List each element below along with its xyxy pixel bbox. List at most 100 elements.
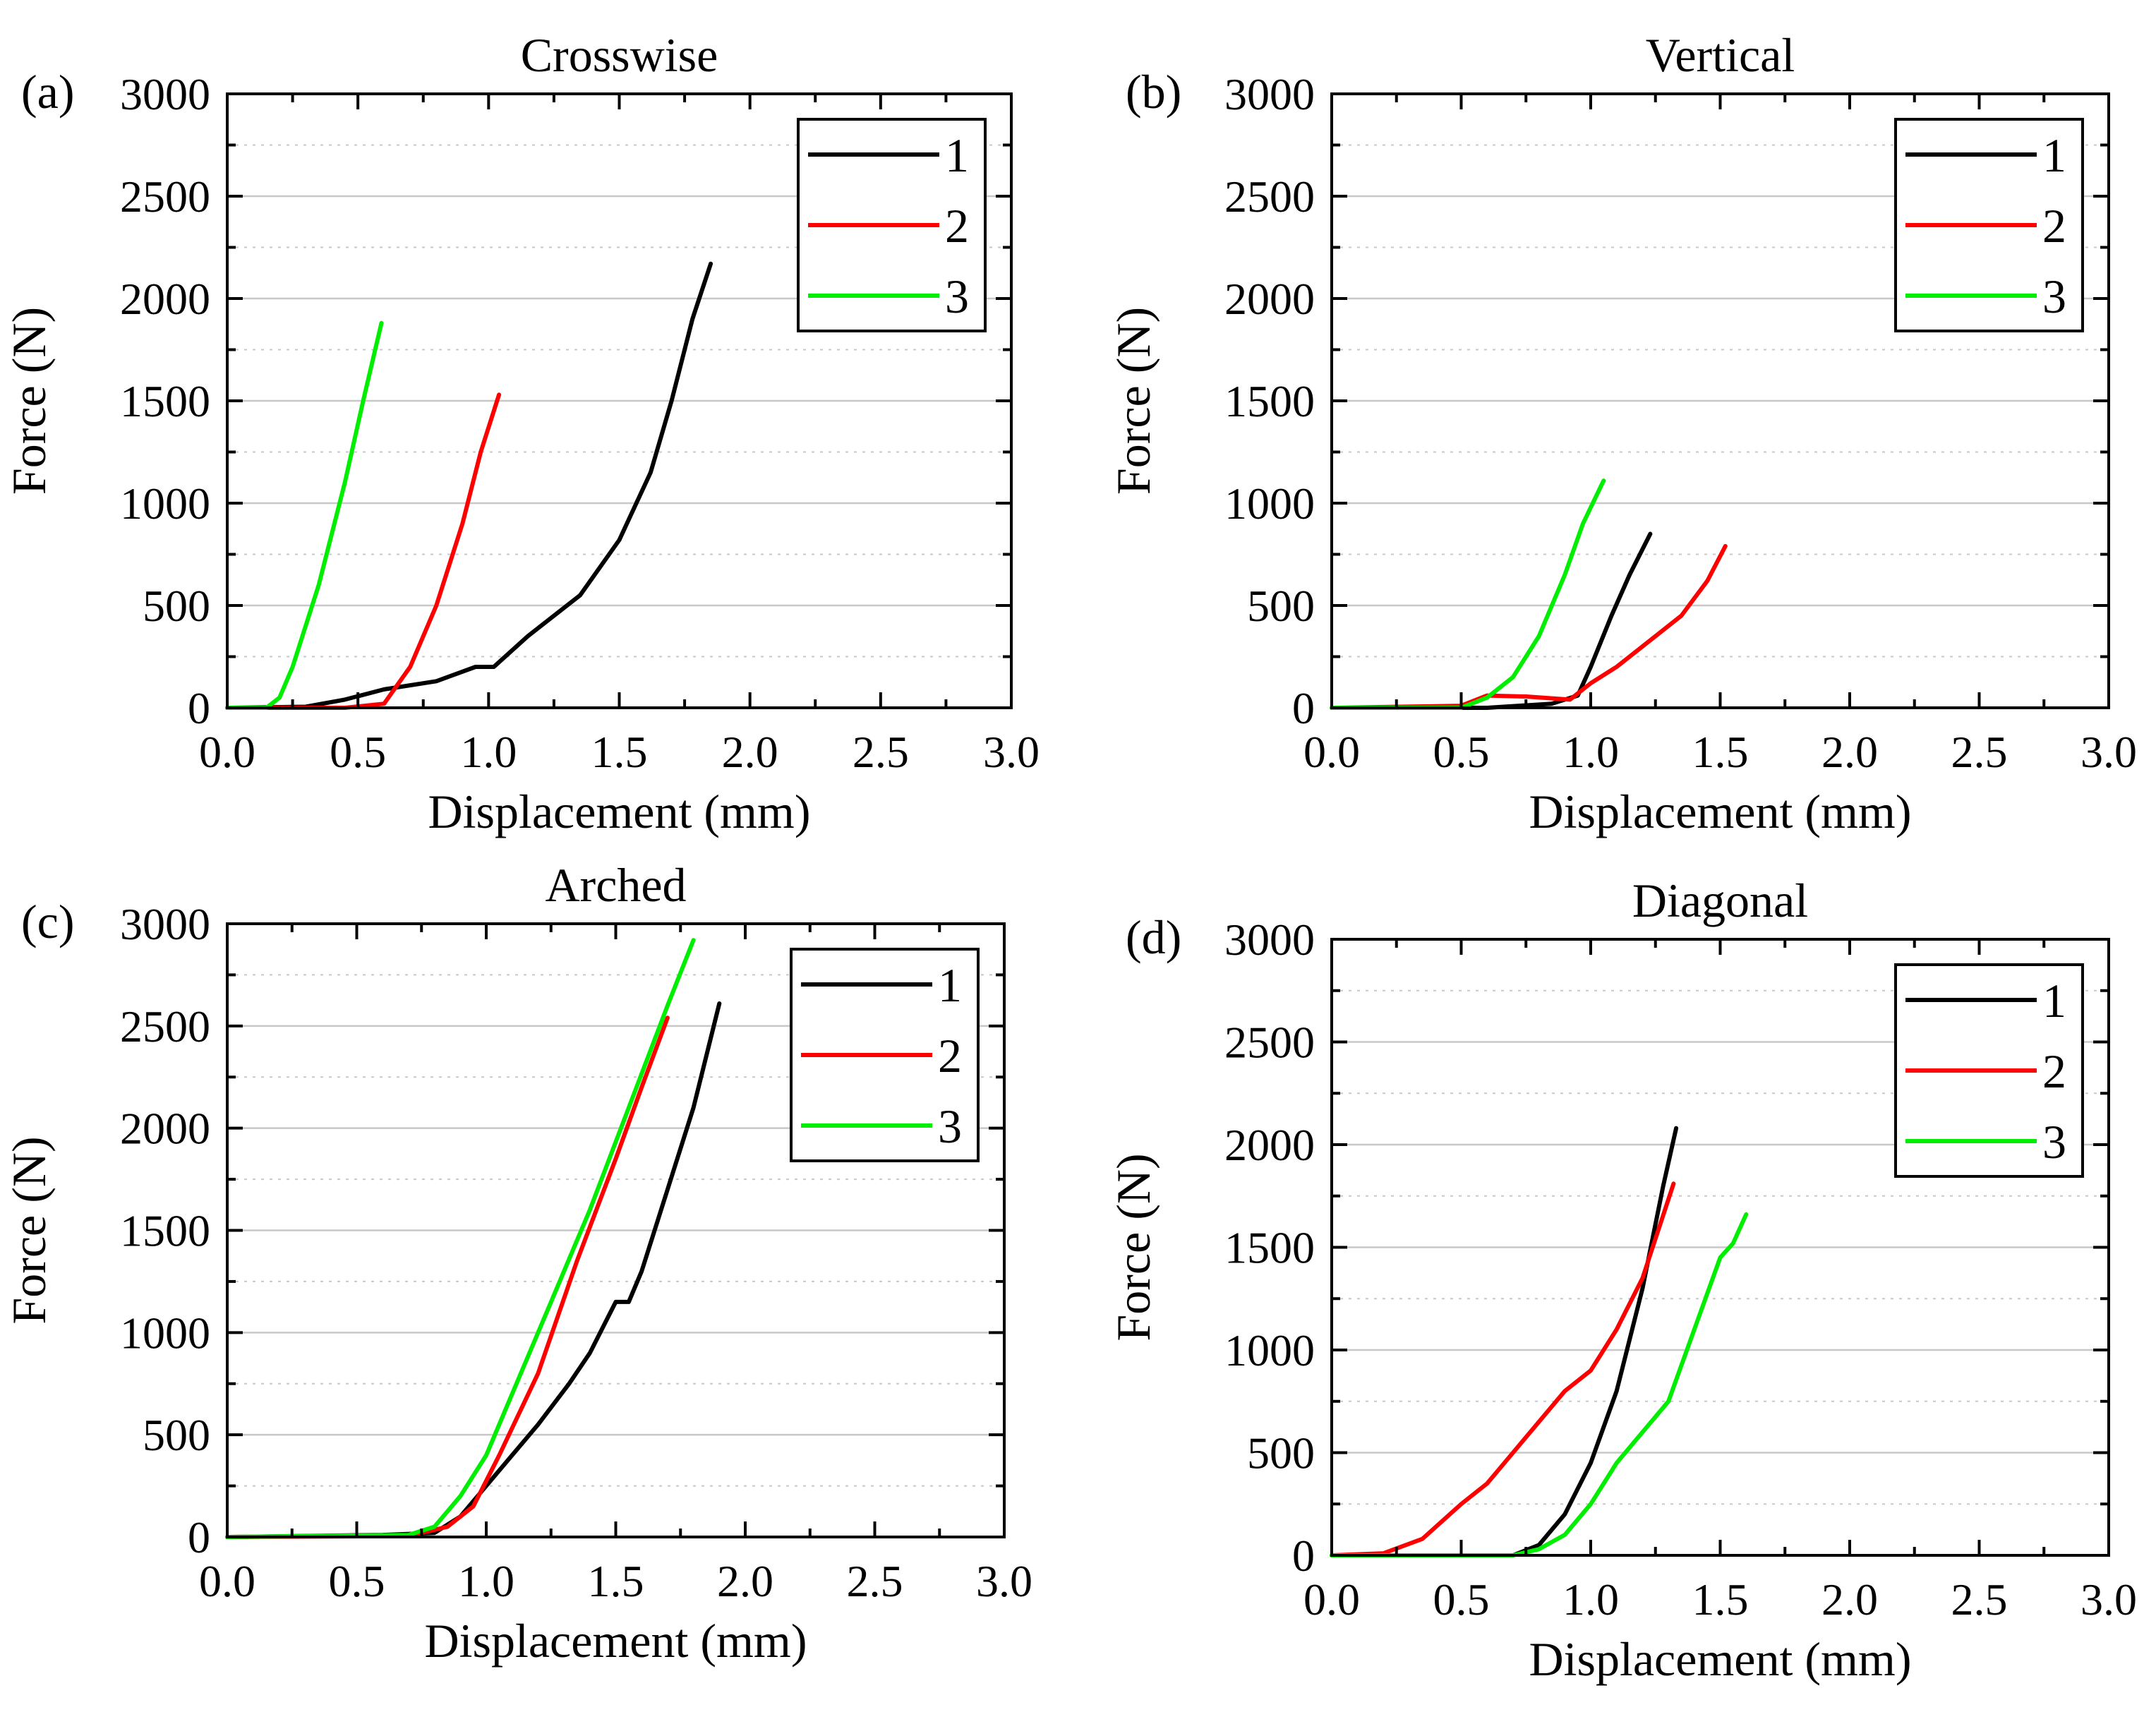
series-line-3 bbox=[225, 938, 696, 1539]
x-tick-label: 1.0 bbox=[460, 727, 517, 777]
legend: 1 2 3 bbox=[1894, 118, 2084, 332]
x-tick-label: 1.5 bbox=[1692, 727, 1749, 777]
y-tick-label: 1000 bbox=[1224, 478, 1315, 529]
y-tick-label: 500 bbox=[1247, 1428, 1315, 1478]
x-tick-label: 1.5 bbox=[588, 1556, 644, 1606]
y-tick-label: 0 bbox=[1292, 683, 1315, 733]
panel-label: (a) bbox=[21, 65, 74, 119]
series-line-1 bbox=[225, 261, 713, 710]
panel-label: (c) bbox=[21, 895, 74, 948]
panel-title: Vertical bbox=[1646, 28, 1795, 82]
legend-label-1: 1 bbox=[2042, 974, 2066, 1027]
legend-label-3: 3 bbox=[938, 1099, 962, 1153]
panel-title: Arched bbox=[545, 858, 686, 912]
x-tick-label: 3.0 bbox=[2080, 1574, 2137, 1624]
x-tick-label: 0.5 bbox=[329, 1556, 385, 1606]
y-tick-label: 2000 bbox=[1224, 274, 1315, 324]
y-tick-label: 3000 bbox=[120, 69, 210, 119]
x-tick-label: 3.0 bbox=[976, 1556, 1032, 1606]
legend: 1 2 3 bbox=[797, 118, 987, 332]
x-tick-label: 0.0 bbox=[199, 1556, 255, 1606]
y-tick-label: 500 bbox=[143, 581, 210, 631]
x-axis-title: Displacement (mm) bbox=[425, 1614, 807, 1668]
legend-label-3: 3 bbox=[2042, 1115, 2066, 1169]
x-tick-label: 1.0 bbox=[458, 1556, 514, 1606]
panel-title: Crosswise bbox=[521, 28, 718, 82]
x-axis-title: Displacement (mm) bbox=[428, 785, 811, 838]
legend-label-2: 2 bbox=[2042, 199, 2066, 253]
panel-title: Diagonal bbox=[1632, 874, 1808, 927]
y-tick-label: 2000 bbox=[120, 1104, 210, 1154]
chart-panel-3: 0.0 0.5 1.0 1.5 2.0 2.5 3.0 0 500 1000 1500 2000 250… bbox=[2, 858, 1032, 1668]
y-tick-label: 1000 bbox=[120, 478, 210, 529]
x-tick-label: 0.5 bbox=[1433, 727, 1490, 777]
y-axis-title: Force (N) bbox=[2, 307, 56, 495]
x-tick-label: 0.0 bbox=[1303, 1574, 1360, 1624]
x-tick-label: 1.0 bbox=[1562, 727, 1619, 777]
x-tick-label: 0.0 bbox=[199, 727, 255, 777]
series-line-1 bbox=[1330, 531, 1653, 710]
y-tick-label: 2000 bbox=[1224, 1120, 1315, 1170]
x-tick-label: 2.0 bbox=[722, 727, 778, 777]
y-axis-title: Force (N) bbox=[1107, 307, 1160, 495]
chart-panel-1: 0.0 0.5 1.0 1.5 2.0 2.5 3.0 0 500 1000 1500 2000 250… bbox=[2, 28, 1040, 838]
x-tick-label: 2.5 bbox=[853, 727, 909, 777]
legend-label-3: 3 bbox=[945, 270, 969, 323]
y-tick-label: 2500 bbox=[120, 1001, 210, 1051]
x-tick-label: 2.0 bbox=[717, 1556, 773, 1606]
y-tick-label: 2500 bbox=[1224, 171, 1315, 222]
series-line-2 bbox=[225, 1015, 670, 1539]
x-tick-label: 2.5 bbox=[1951, 727, 2008, 777]
x-tick-label: 3.0 bbox=[2080, 727, 2137, 777]
y-tick-label: 500 bbox=[143, 1410, 210, 1460]
y-tick-label: 2500 bbox=[120, 171, 210, 222]
y-tick-label: 0 bbox=[1292, 1531, 1315, 1581]
y-tick-label: 1500 bbox=[1224, 1223, 1315, 1273]
y-axis-title: Force (N) bbox=[2, 1136, 56, 1324]
x-axis-title: Displacement (mm) bbox=[1529, 785, 1912, 838]
y-tick-label: 1000 bbox=[1224, 1325, 1315, 1375]
legend-label-3: 3 bbox=[2042, 270, 2066, 323]
x-tick-label: 2.0 bbox=[1821, 1574, 1878, 1624]
x-tick-label: 0.0 bbox=[1303, 727, 1360, 777]
series-line-3 bbox=[225, 320, 384, 710]
panel-label: (b) bbox=[1126, 65, 1181, 119]
y-tick-label: 3000 bbox=[120, 899, 210, 949]
x-tick-label: 1.0 bbox=[1562, 1574, 1619, 1624]
x-tick-label: 3.0 bbox=[983, 727, 1040, 777]
x-axis-title: Displacement (mm) bbox=[1529, 1632, 1912, 1686]
y-tick-label: 0 bbox=[188, 683, 210, 733]
series-line-2 bbox=[1330, 543, 1728, 710]
y-tick-label: 1500 bbox=[1224, 376, 1315, 426]
y-tick-label: 1000 bbox=[120, 1308, 210, 1358]
chart-panel-2: 0.0 0.5 1.0 1.5 2.0 2.5 3.0 0 500 1000 1500 2000 250… bbox=[1107, 28, 2137, 838]
y-tick-label: 3000 bbox=[1224, 915, 1315, 965]
x-tick-label: 2.5 bbox=[847, 1556, 903, 1606]
x-tick-label: 1.5 bbox=[591, 727, 648, 777]
series-line-1 bbox=[1330, 1126, 1679, 1557]
legend-label-1: 1 bbox=[945, 128, 969, 182]
chart-panel-4: 0.0 0.5 1.0 1.5 2.0 2.5 3.0 0 500 1000 1500 2000 250… bbox=[1107, 874, 2137, 1686]
x-tick-label: 2.0 bbox=[1821, 727, 1878, 777]
series-line-2 bbox=[1330, 1181, 1676, 1557]
y-tick-label: 1500 bbox=[120, 376, 210, 426]
legend: 1 2 3 bbox=[1894, 963, 2084, 1178]
legend-label-2: 2 bbox=[945, 199, 969, 253]
y-tick-label: 0 bbox=[188, 1512, 210, 1562]
x-tick-label: 0.5 bbox=[330, 727, 386, 777]
series-line-3 bbox=[1330, 478, 1606, 710]
legend-label-1: 1 bbox=[2042, 128, 2066, 182]
legend: 1 2 3 bbox=[790, 948, 980, 1162]
y-tick-label: 500 bbox=[1247, 581, 1315, 631]
legend-label-2: 2 bbox=[2042, 1044, 2066, 1098]
y-tick-label: 2000 bbox=[120, 274, 210, 324]
series-line-3 bbox=[1330, 1212, 1749, 1557]
y-tick-label: 3000 bbox=[1224, 69, 1315, 119]
y-tick-label: 2500 bbox=[1224, 1018, 1315, 1068]
panel-label: (d) bbox=[1126, 910, 1181, 964]
y-tick-label: 1500 bbox=[120, 1206, 210, 1256]
x-tick-label: 1.5 bbox=[1692, 1574, 1749, 1624]
y-axis-title: Force (N) bbox=[1107, 1153, 1160, 1341]
x-tick-label: 0.5 bbox=[1433, 1574, 1490, 1624]
